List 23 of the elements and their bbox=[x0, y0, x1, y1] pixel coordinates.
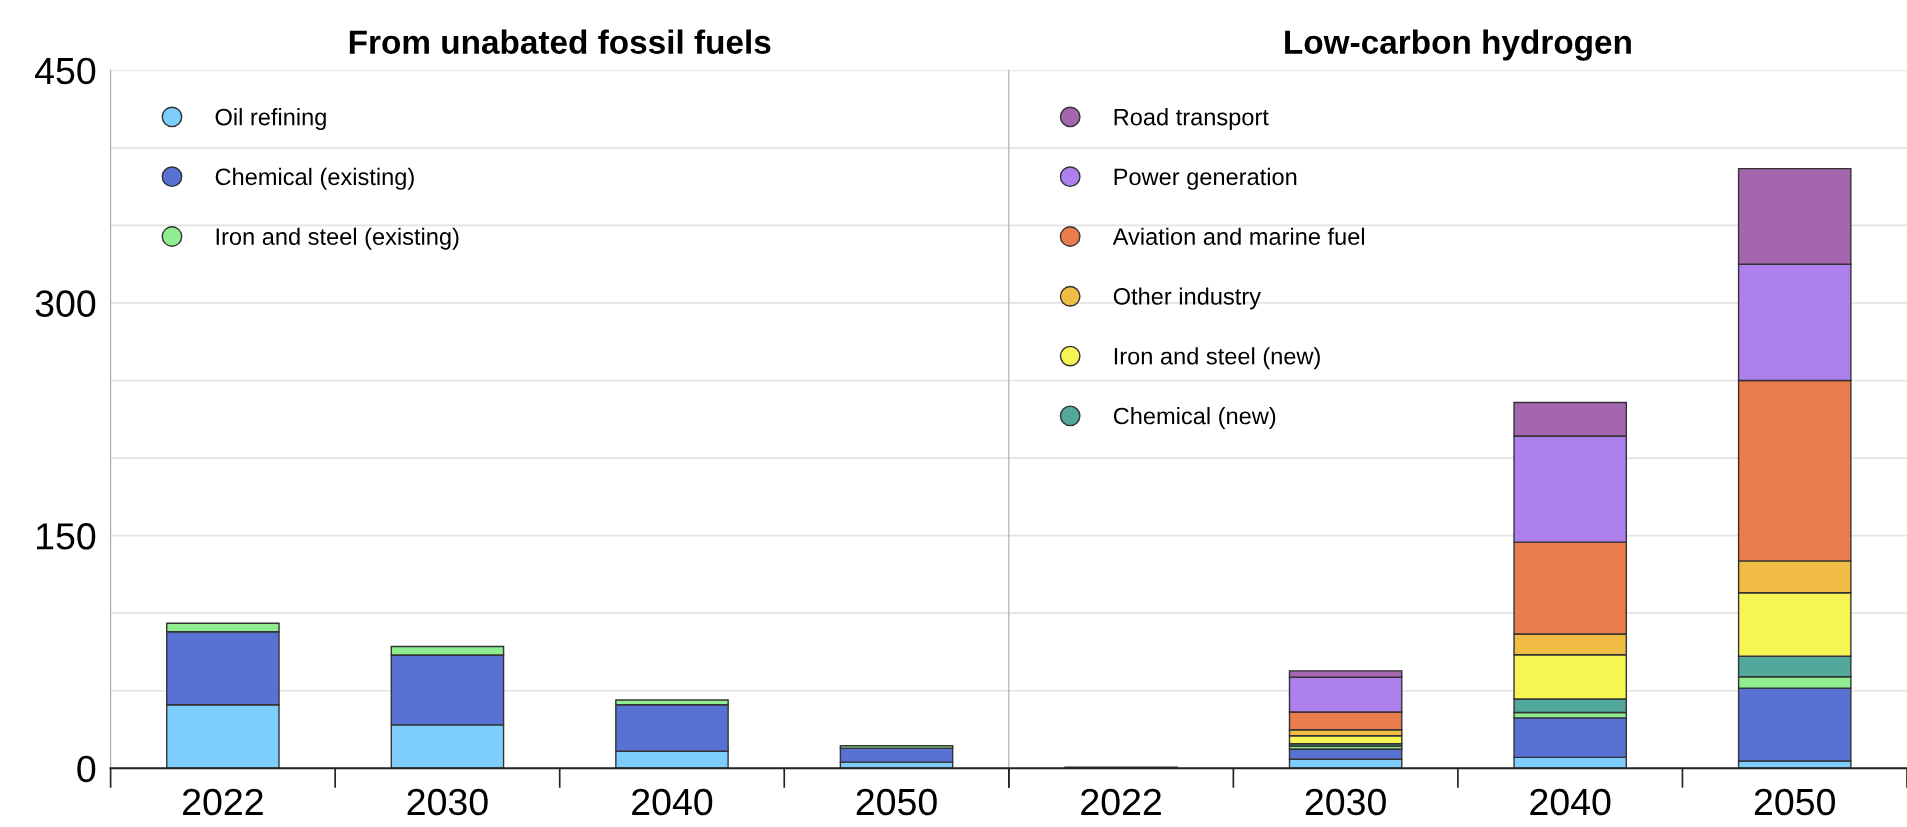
legend-label: Iron and steel (existing) bbox=[216, 227, 459, 250]
legend-label: Aviation and marine fuel bbox=[1112, 227, 1365, 245]
legend-label: Power generation bbox=[1114, 167, 1297, 190]
y-tick-label: 450 bbox=[35, 57, 96, 85]
x-tick-label: 2030 bbox=[1305, 788, 1386, 816]
y-tick-label: 0 bbox=[77, 755, 96, 783]
chart-title: From unabated fossil fuels bbox=[349, 29, 771, 54]
chart-title: Low-carbon hydrogen bbox=[1285, 29, 1631, 61]
x-tick-label: 2022 bbox=[183, 788, 263, 816]
x-tick-label: 2022 bbox=[1081, 788, 1161, 816]
legend-label: Other industry bbox=[1113, 287, 1261, 310]
legend-label: Chemical (existing) bbox=[215, 167, 414, 190]
x-tick-label: 2040 bbox=[632, 788, 713, 816]
x-tick-label: 2050 bbox=[856, 788, 937, 816]
x-tick-label: 2030 bbox=[407, 788, 488, 816]
x-tick-label: 2040 bbox=[1530, 788, 1611, 816]
legend-label: Road transport bbox=[1114, 108, 1269, 131]
y-tick-label: 150 bbox=[37, 523, 96, 550]
x-tick-label: 2050 bbox=[1754, 788, 1835, 816]
y-tick-label: 300 bbox=[35, 290, 96, 317]
legend-label: Chemical (new) bbox=[1113, 407, 1276, 430]
legend-label: Iron and steel (new) bbox=[1114, 347, 1320, 370]
legend-label: Oil refining bbox=[215, 108, 326, 131]
